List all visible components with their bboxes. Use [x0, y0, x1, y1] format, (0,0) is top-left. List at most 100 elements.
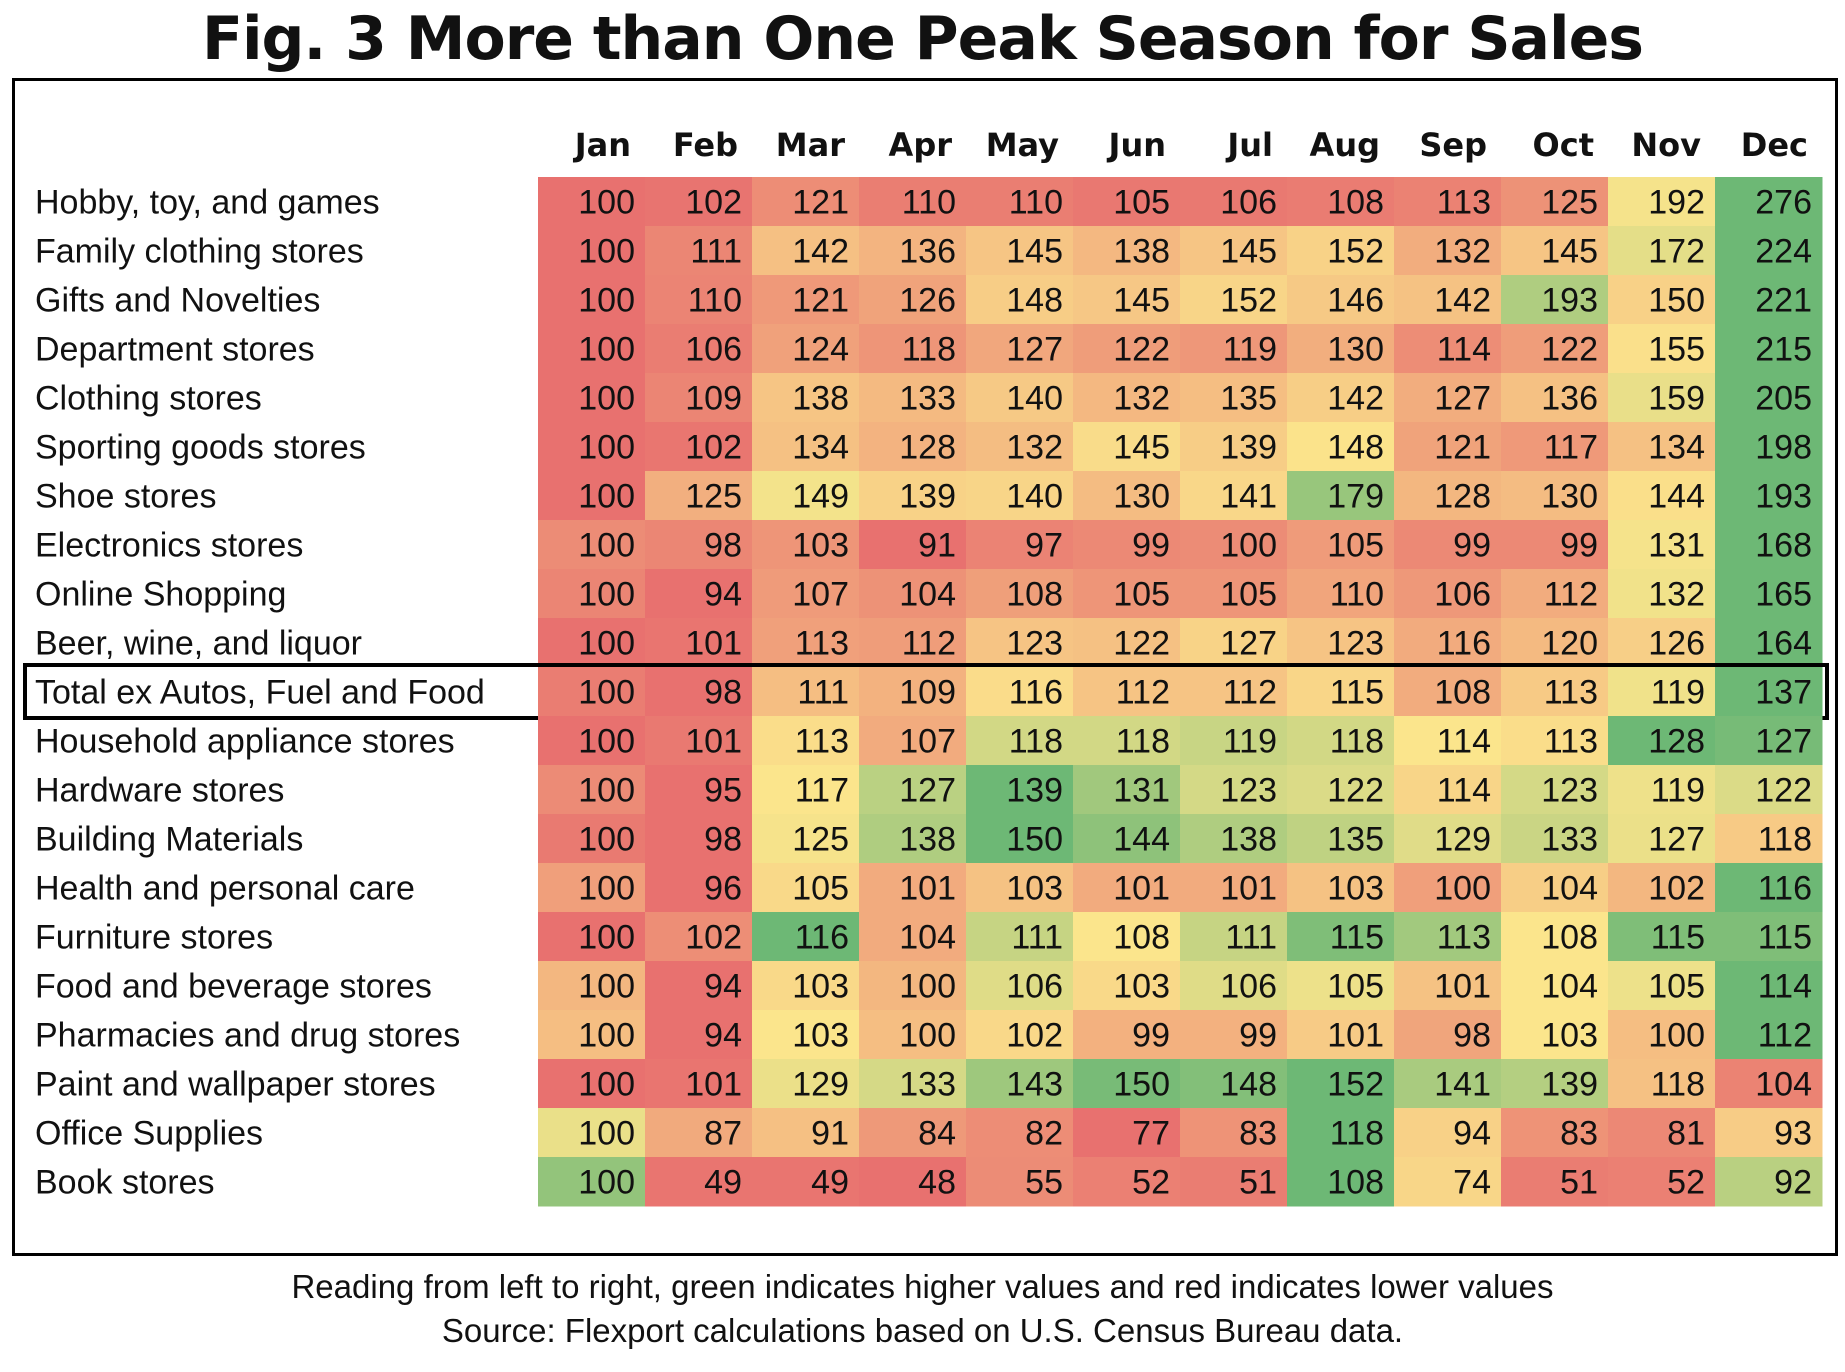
cell-value: 92 [1774, 1164, 1812, 1202]
heatmap-cell-paint-and-wallpaper-stores-jul [1180, 1059, 1288, 1109]
heatmap-cell-gifts-and-novelties-may [966, 275, 1074, 325]
heatmap-cell-paint-and-wallpaper-stores-sep [1394, 1059, 1502, 1109]
heatmap-cell-electronics-stores-dec [1715, 520, 1823, 570]
heatmap-cell-sporting-goods-stores-aug [1287, 422, 1395, 472]
heatmap-cell-sporting-goods-stores-feb [645, 422, 753, 472]
cell-value: 113 [1544, 723, 1598, 761]
heatmap-cell-family-clothing-stores-may [966, 226, 1074, 276]
chart-title: Fig. 3 More than One Peak Season for Sal… [201, 4, 1644, 74]
cell-value: 102 [685, 429, 742, 467]
cell-value: 141 [1434, 1066, 1491, 1104]
heatmap-cell-online-shopping-sep [1394, 569, 1502, 619]
heatmap-cell-furniture-stores-nov [1608, 912, 1716, 962]
cell-value: 141 [1220, 478, 1277, 516]
cell-value: 142 [792, 233, 849, 271]
heatmap-cell-beer-wine-and-liquor-may [966, 618, 1074, 668]
cell-value: 101 [685, 625, 742, 663]
cell-value: 205 [1755, 380, 1812, 418]
heatmap-cell-household-appliance-stores-jun [1073, 716, 1181, 766]
cell-value: 101 [899, 870, 956, 908]
cell-value: 106 [1434, 576, 1491, 614]
heatmap-cell-electronics-stores-jun [1073, 520, 1181, 570]
cell-value: 100 [578, 968, 635, 1006]
cell-value: 134 [1648, 429, 1705, 467]
heatmap-cell-pharmacies-and-drug-stores-aug [1287, 1010, 1395, 1060]
cell-value: 102 [685, 919, 742, 957]
heatmap-cell-building-materials-oct [1501, 814, 1609, 864]
cell-value: 132 [1648, 576, 1705, 614]
cell-value: 111 [1011, 919, 1063, 957]
cell-value: 116 [1758, 870, 1812, 908]
cell-value: 102 [1006, 1017, 1063, 1055]
cell-value: 115 [1651, 919, 1705, 957]
heatmap-cell-paint-and-wallpaper-stores-jun [1073, 1059, 1181, 1109]
cell-value: 122 [1541, 331, 1598, 369]
heatmap-cell-department-stores-mar [752, 324, 860, 374]
cell-value: 119 [1651, 772, 1705, 810]
heatmap-cell-household-appliance-stores-mar [752, 716, 860, 766]
cell-value: 105 [1220, 576, 1277, 614]
heatmap-cell-building-materials-dec [1715, 814, 1823, 864]
heatmap-cell-beer-wine-and-liquor-dec [1715, 618, 1823, 668]
cell-value: 100 [578, 625, 635, 663]
cell-value: 94 [704, 1017, 742, 1055]
row-label: Furniture stores [35, 919, 273, 957]
heatmap-cell-book-stores-jun [1073, 1157, 1181, 1207]
cell-value: 100 [1434, 870, 1491, 908]
heatmap-cell-health-and-personal-care-sep [1394, 863, 1502, 913]
cell-value: 100 [578, 478, 635, 516]
heatmap-cell-health-and-personal-care-may [966, 863, 1074, 913]
cell-value: 94 [704, 968, 742, 1006]
cell-value: 144 [1648, 478, 1705, 516]
heatmap-cell-gifts-and-novelties-jun [1073, 275, 1181, 325]
heatmap-cell-office-supplies-dec [1715, 1108, 1823, 1158]
heatmap-cell-health-and-personal-care-mar [752, 863, 860, 913]
row-label: Book stores [35, 1164, 215, 1202]
cell-value: 112 [1758, 1017, 1812, 1055]
cell-value: 159 [1648, 380, 1705, 418]
heatmap-cell-office-supplies-oct [1501, 1108, 1609, 1158]
cell-value: 93 [1774, 1115, 1812, 1153]
cell-value: 108 [1434, 674, 1491, 712]
cell-value: 106 [1006, 968, 1063, 1006]
cell-value: 139 [1220, 429, 1277, 467]
cell-value: 126 [899, 282, 956, 320]
cell-value: 95 [704, 772, 742, 810]
heatmap-cell-paint-and-wallpaper-stores-mar [752, 1059, 860, 1109]
row-label: Electronics stores [35, 527, 303, 565]
heatmap-cell-office-supplies-may [966, 1108, 1074, 1158]
heatmap-cell-department-stores-feb [645, 324, 753, 374]
row-label: Household appliance stores [35, 723, 455, 761]
heatmap-cell-electronics-stores-sep [1394, 520, 1502, 570]
cell-value: 117 [1544, 429, 1598, 467]
cell-value: 48 [918, 1164, 956, 1202]
cell-value: 129 [1434, 821, 1491, 859]
cell-value: 127 [1006, 331, 1063, 369]
heatmap-cell-building-materials-apr [859, 814, 967, 864]
row-label: Office Supplies [35, 1115, 263, 1153]
heatmap-cell-clothing-stores-feb [645, 373, 753, 423]
heatmap-cell-shoe-stores-jun [1073, 471, 1181, 521]
cell-value: 83 [1560, 1115, 1598, 1153]
cell-value: 51 [1239, 1164, 1277, 1202]
cell-value: 142 [1327, 380, 1384, 418]
month-header-jan: Jan [573, 126, 631, 164]
heatmap-cell-pharmacies-and-drug-stores-sep [1394, 1010, 1502, 1060]
heatmap-cell-total-ex-autos-fuel-and-food-nov [1608, 667, 1716, 717]
heatmap-cell-clothing-stores-dec [1715, 373, 1823, 423]
heatmap-cell-paint-and-wallpaper-stores-aug [1287, 1059, 1395, 1109]
heatmap-cell-electronics-stores-feb [645, 520, 753, 570]
heatmap-cell-household-appliance-stores-nov [1608, 716, 1716, 766]
cell-value: 137 [1755, 674, 1812, 712]
cell-value: 101 [1434, 968, 1491, 1006]
cell-value: 145 [1220, 233, 1277, 271]
heatmap-cell-clothing-stores-sep [1394, 373, 1502, 423]
cell-value: 132 [1006, 429, 1063, 467]
cell-value: 100 [578, 919, 635, 957]
heatmap-cell-online-shopping-aug [1287, 569, 1395, 619]
cell-value: 134 [792, 429, 849, 467]
heatmap-cell-household-appliance-stores-feb [645, 716, 753, 766]
row-label: Health and personal care [35, 870, 415, 908]
row-label: Hardware stores [35, 772, 284, 810]
cell-value: 99 [1132, 527, 1170, 565]
